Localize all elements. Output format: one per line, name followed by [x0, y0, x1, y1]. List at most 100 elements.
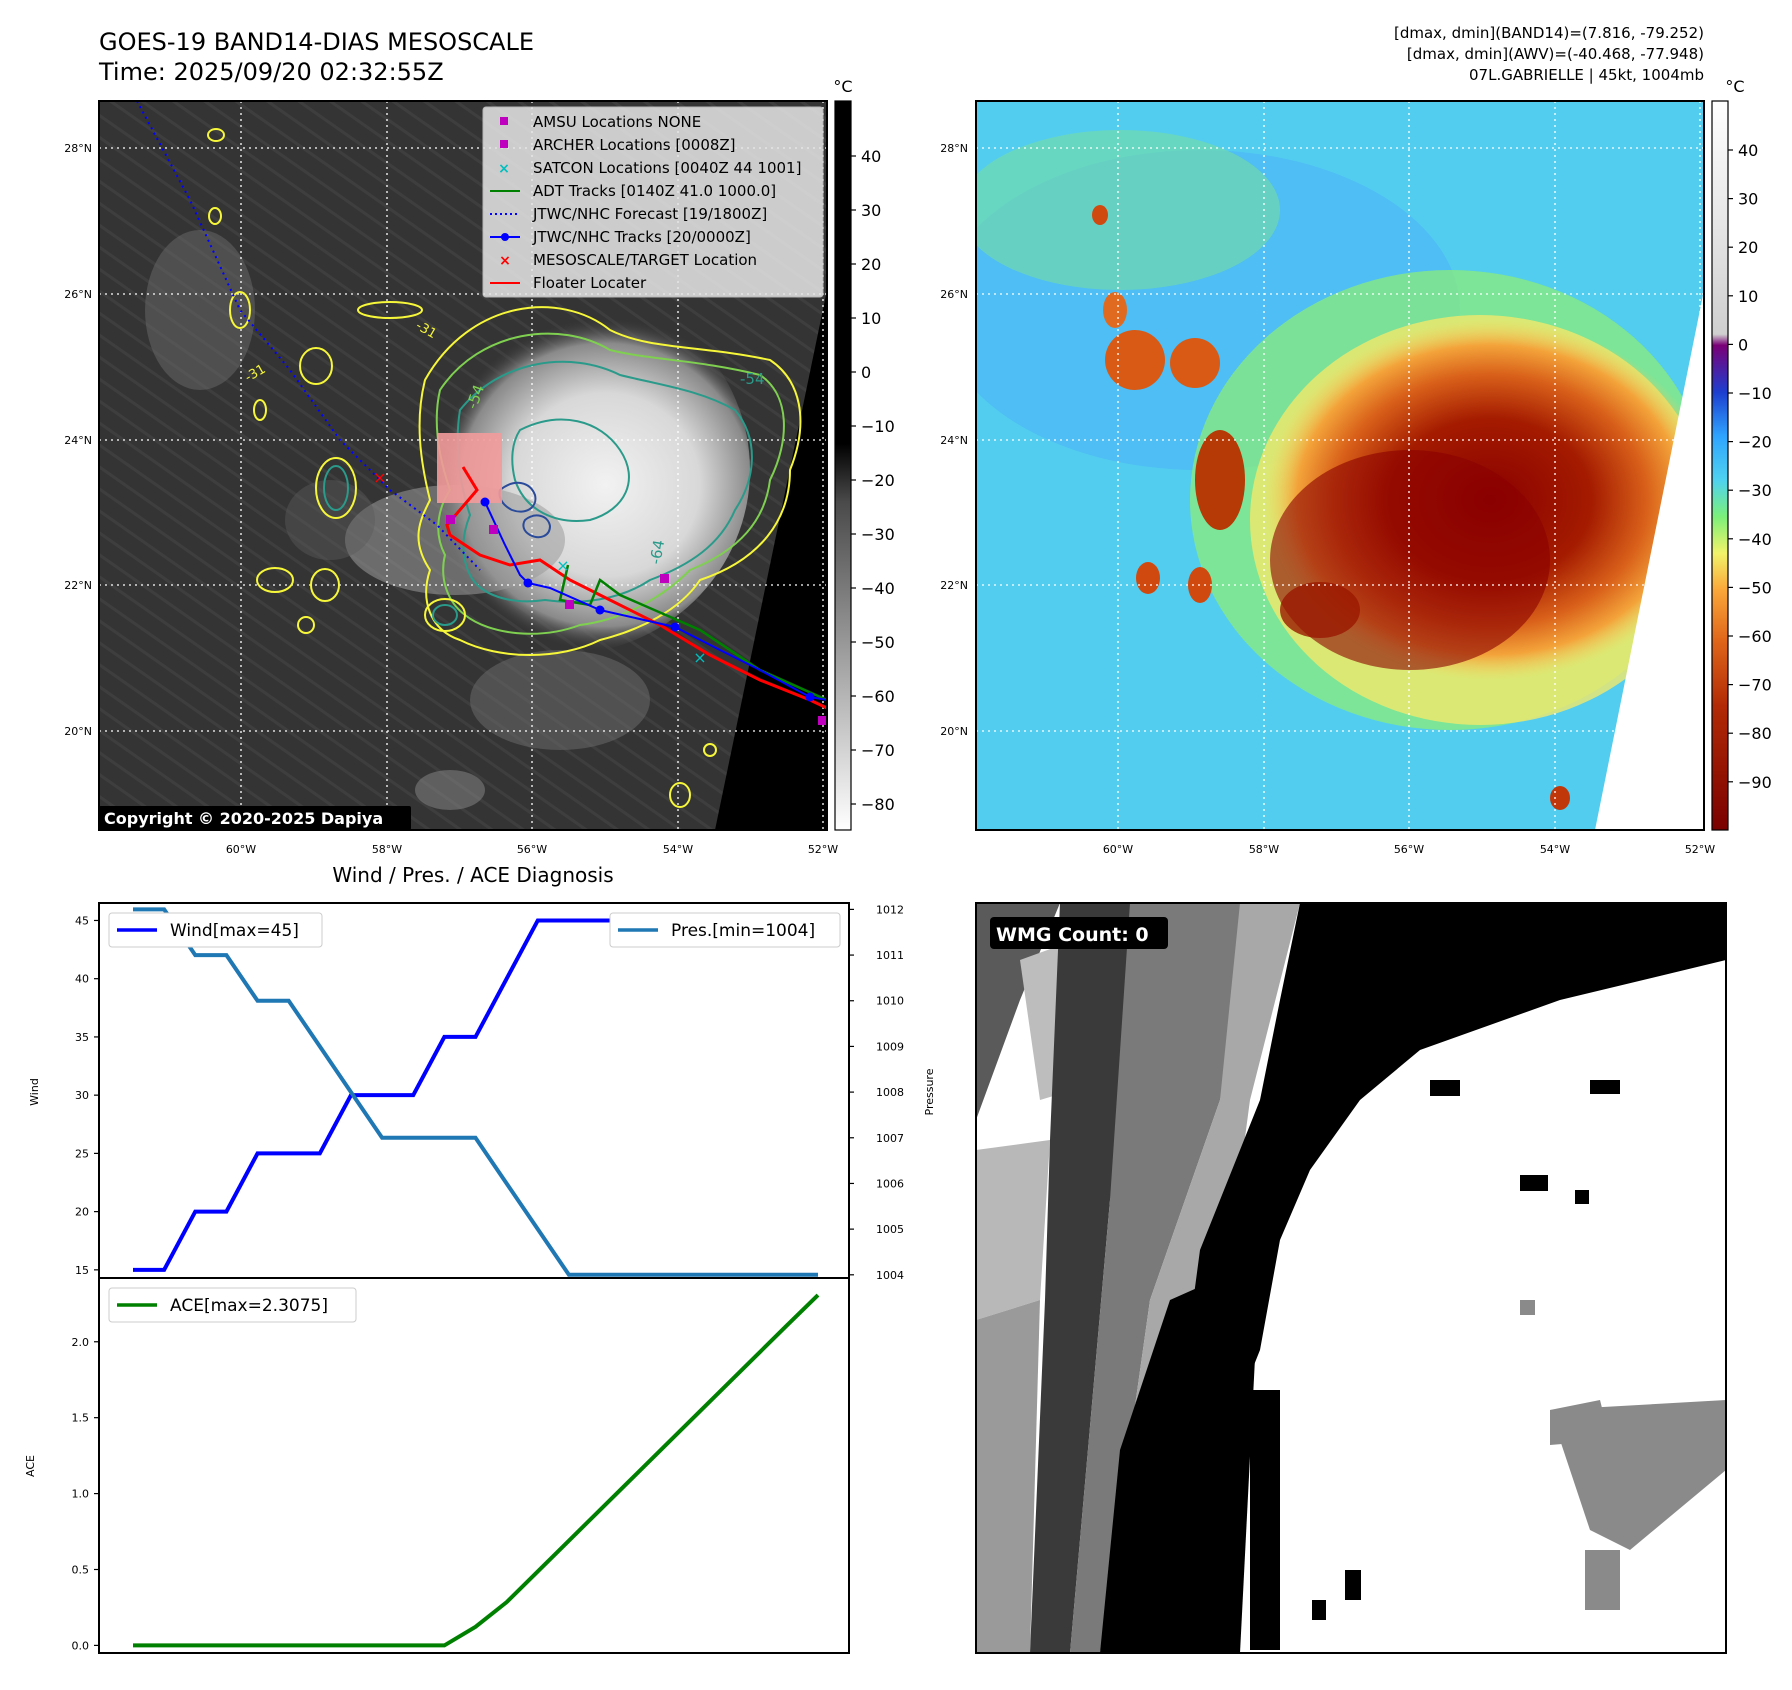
lon-tick: 52°W [808, 843, 838, 856]
svg-text:AMSU Locations NONE: AMSU Locations NONE [533, 113, 701, 131]
pressure-series-line [133, 907, 818, 1277]
lat-tick: 24°N [64, 434, 92, 447]
wmg-count-label: WMG Count: 0 [996, 924, 1149, 946]
figure-title: GOES-19 BAND14-DIAS MESOSCALE [99, 28, 534, 56]
wind-tick-label: 30 [75, 1089, 89, 1102]
stats-line-1: [dmax, dmin](BAND14)=(7.816, -79.252) [1394, 24, 1704, 42]
colorbar-tick-label: −60 [1738, 627, 1772, 646]
lat-tick: 22°N [940, 579, 968, 592]
lat-tick: 28°N [64, 142, 92, 155]
colorbar-tick-label: 0 [861, 363, 871, 382]
ace-tick-label: 1.0 [72, 1488, 90, 1501]
svg-text:×: × [556, 556, 569, 575]
pressure-tick-label: 1012 [876, 903, 904, 916]
contour-minus64 [456, 360, 753, 603]
colorbar-tick-label: −90 [1738, 773, 1772, 792]
ace-legend: ACE[max=2.3075] [108, 1287, 357, 1323]
ace-series-line [133, 1293, 820, 1648]
colorbar-tick-label: 20 [1738, 238, 1758, 257]
legend-wind-label: Wind[max=45] [170, 921, 299, 941]
svg-text:×: × [498, 161, 510, 177]
legend-entry: JTWC/NHC Forecast [19/1800Z] [490, 205, 767, 223]
colorbar-tick-label: −20 [861, 471, 895, 490]
pressure-tick-label: 1010 [876, 995, 904, 1008]
colorbar-tick-label: −60 [861, 687, 895, 706]
lat-tick: 26°N [940, 288, 968, 301]
colorbar-tick-label: 0 [1738, 335, 1748, 354]
ace-tick-label: 2.0 [72, 1336, 90, 1349]
wind-tick-label: 45 [75, 914, 89, 927]
svg-text:Floater Locater: Floater Locater [533, 274, 647, 292]
lon-tick: 54°W [1540, 843, 1570, 856]
legend-entry: JTWC/NHC Tracks [20/0000Z] [490, 228, 751, 246]
lat-tick: 20°N [64, 725, 92, 738]
legend-entry: AMSU Locations NONE [500, 113, 701, 131]
colorbar-tick-label: −40 [861, 579, 895, 598]
colorbar-tick-label: −80 [1738, 724, 1772, 743]
pressure-legend: Pres.[min=1004] [609, 912, 841, 948]
wind-tick-label: 15 [75, 1264, 89, 1277]
no-data-wedge [1595, 290, 1704, 830]
floater-box [437, 433, 502, 503]
color-colorbar: °C 40 30 20 10 0 −10 −20 −30 −40 −50 −60 −70 −80 −90 [1711, 77, 1772, 831]
forecast-track [136, 101, 481, 571]
colorbar-tick-label: −30 [1738, 481, 1772, 500]
colorbar-tick-label: 30 [861, 201, 881, 220]
svg-text:×: × [693, 648, 706, 667]
wind-tick-label: 25 [75, 1147, 89, 1160]
map-legend: AMSU Locations NONE ARCHER Locations [00… [482, 106, 824, 298]
wmg-panel: WMG Count: 0 [975, 902, 1727, 1654]
colorbar-tick-label: 20 [861, 255, 881, 274]
colorbar-tick-label: −10 [861, 417, 895, 436]
svg-text:×: × [373, 468, 386, 487]
wind-tick-label: 40 [75, 973, 89, 986]
svg-text:×: × [499, 253, 511, 269]
contour-minus54 [435, 332, 785, 635]
lon-tick: 58°W [372, 843, 402, 856]
pressure-tick-label: 1005 [876, 1223, 904, 1236]
color-ir-map: 28°N 26°N 24°N 22°N 20°N 60°W 58°W 56°W … [940, 77, 1772, 856]
diag-title: Wind / Pres. / ACE Diagnosis [332, 863, 613, 887]
colorbar-tick-label: −70 [1738, 676, 1772, 695]
stats-line-3: 07L.GABRIELLE | 45kt, 1004mb [1469, 66, 1704, 84]
svg-text:JTWC/NHC Tracks [20/0000Z]: JTWC/NHC Tracks [20/0000Z] [532, 228, 751, 246]
lat-tick: 22°N [64, 579, 92, 592]
stats-line-2: [dmax, dmin](AWV)=(-40.468, -77.948) [1407, 45, 1704, 63]
contour-label: -54 [740, 370, 765, 388]
colorbar-tick-label: 10 [1738, 287, 1758, 306]
colorbar-tick-label: 40 [1738, 141, 1758, 160]
wind-pressure-chart: Wind / Pres. / ACE Diagnosis Wind Pressu… [28, 863, 936, 1282]
pressure-axis-label: Pressure [923, 1068, 936, 1115]
lat-tick: 26°N [64, 288, 92, 301]
svg-text:JTWC/NHC Forecast [19/1800Z]: JTWC/NHC Forecast [19/1800Z] [532, 205, 767, 223]
ace-tick-label: 0.5 [72, 1563, 90, 1576]
svg-text:MESOSCALE/TARGET Location: MESOSCALE/TARGET Location [533, 251, 757, 269]
lat-tick: 24°N [940, 434, 968, 447]
legend-entry: Floater Locater [490, 274, 647, 292]
legend-ace-label: ACE[max=2.3075] [170, 1296, 328, 1316]
copyright-label: Copyright © 2020-2025 Dapiya [104, 809, 383, 828]
grayscale-colorbar: °C 40 30 20 10 0 −10 −20 −30 −40 −50 −60 −70 −80 [833, 77, 895, 831]
legend-entry: × SATCON Locations [0040Z 44 1001] [498, 159, 801, 177]
contour-label: -64 [646, 538, 668, 565]
wind-axis-label: Wind [28, 1078, 41, 1106]
pressure-tick-label: 1011 [876, 949, 904, 962]
legend-entry: ARCHER Locations [0008Z] [500, 136, 736, 154]
colorbar-tick-label: −30 [861, 525, 895, 544]
lon-tick: 60°W [226, 843, 256, 856]
floater-track [445, 466, 827, 710]
wmg-black-band [1140, 903, 1726, 1653]
lat-tick: 20°N [940, 725, 968, 738]
colorbar-tick-label: −10 [1738, 384, 1772, 403]
lon-tick: 58°W [1249, 843, 1279, 856]
contour-minus31 [417, 306, 802, 656]
pressure-tick-label: 1009 [876, 1040, 904, 1053]
lon-tick: 56°W [517, 843, 547, 856]
ace-axis-label: ACE [24, 1455, 37, 1477]
colorbar-tick-label: 30 [1738, 190, 1758, 209]
lon-tick: 60°W [1103, 843, 1133, 856]
legend-entry: × MESOSCALE/TARGET Location [499, 251, 757, 269]
colorbar-tick-label: −80 [861, 795, 895, 814]
colorbar-tick-label: 10 [861, 309, 881, 328]
lon-tick: 52°W [1685, 843, 1715, 856]
